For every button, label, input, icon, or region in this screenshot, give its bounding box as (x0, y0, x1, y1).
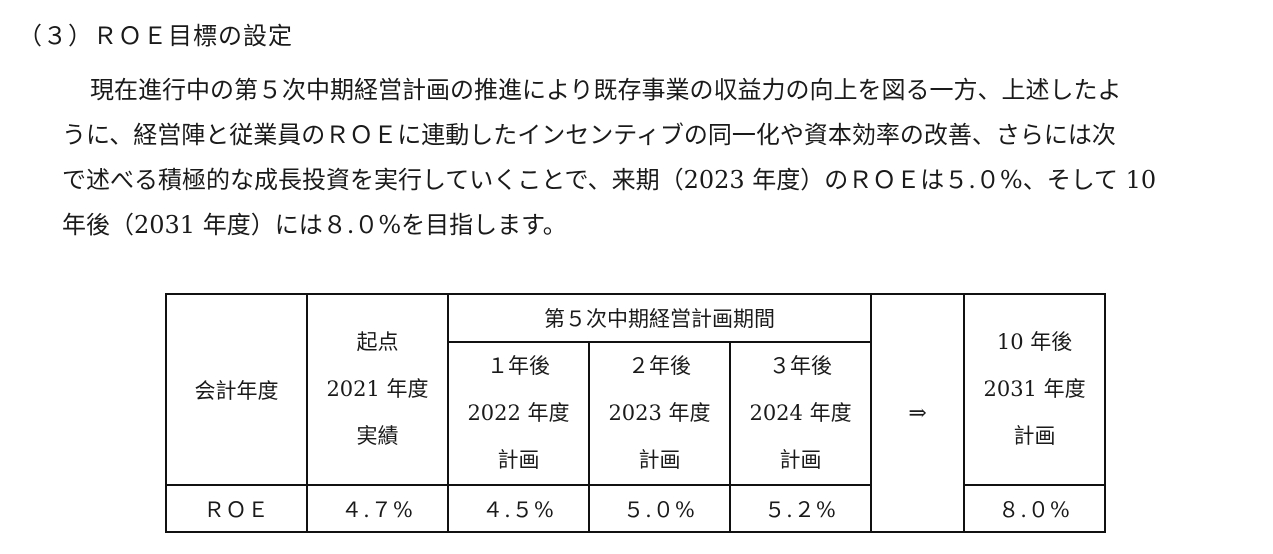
plan-period-header-cell: 第５次中期経営計画期間 (446, 293, 873, 343)
roe-value-cell: ４.５% (447, 484, 590, 533)
column-type: 計画 (779, 448, 822, 472)
roe-value: ５.２% (764, 497, 837, 522)
roe-value-cell: ５.２% (728, 484, 873, 533)
arrow-cell: ⇒ (870, 293, 966, 533)
roe-target-value: ８.０% (998, 497, 1071, 522)
body-paragraph: 現在進行中の第５次中期経営計画の推進により既存事業の収益力の向上を図る一方、上述… (62, 68, 1262, 248)
column-offset: ２年後 (628, 354, 691, 378)
roe-value: ４.５% (482, 497, 555, 522)
column-type: 計画 (638, 448, 681, 472)
paragraph-line: 現在進行中の第５次中期経営計画の推進により既存事業の収益力の向上を図る一方、上述… (90, 76, 1122, 104)
column-type: 計画 (1013, 424, 1056, 448)
roe-value-cell: ５.０% (588, 484, 731, 533)
column-type: 実績 (356, 424, 399, 448)
column-offset: 起点 (356, 330, 399, 354)
column-offset: ３年後 (769, 354, 833, 378)
section-heading: （３）ＲＯＥ目標の設定 (18, 22, 293, 50)
column-offset: １年後 (487, 354, 550, 378)
roe-label-cell: ＲＯＥ (165, 484, 308, 533)
roe-value: ５.０% (623, 497, 696, 522)
target-year-header-cell: 10 年後 2031 年度 計画 (963, 293, 1107, 486)
paragraph-line: 年後（2031 年度）には８.０%を目指します。 (62, 211, 567, 239)
roe-value: ４.７% (341, 497, 414, 522)
roe-value-cell: ８.０% (963, 484, 1107, 533)
paragraph-line: で述べる積極的な成長投資を実行していくことで、来期（2023 年度）のＲＯＥは５… (62, 166, 1157, 194)
fiscal-year-header: 会計年度 (194, 378, 279, 403)
plan-year-header-cell: ３年後 2024 年度 計画 (728, 341, 873, 486)
column-type: 計画 (497, 448, 540, 472)
roe-label: ＲＯＥ (203, 497, 270, 522)
base-year-header-cell: 起点 2021 年度 実績 (306, 293, 449, 486)
paragraph-line: うに、経営陣と従業員のＲＯＥに連動したインセンティブの同一化や資本効率の改善、さ… (62, 121, 1116, 149)
roe-value-cell: ４.７% (306, 484, 449, 533)
roe-target-table: 会計年度 起点 2021 年度 実績 第５次中期経営計画期間 ⇒ 10 年後 2… (165, 293, 1107, 533)
plan-period-header: 第５次中期経営計画期間 (544, 307, 776, 331)
column-year: 2023 年度 (608, 401, 711, 425)
column-offset: 10 年後 (996, 330, 1073, 354)
column-year: 2022 年度 (467, 401, 570, 425)
column-year: 2021 年度 (326, 377, 429, 401)
plan-year-header-cell: ２年後 2023 年度 計画 (588, 341, 731, 486)
fiscal-year-header-cell: 会計年度 (165, 293, 308, 486)
plan-year-header-cell: １年後 2022 年度 計画 (447, 341, 590, 486)
right-arrow-icon: ⇒ (908, 400, 927, 426)
column-year: 2024 年度 (749, 401, 852, 425)
column-year: 2031 年度 (983, 377, 1086, 401)
